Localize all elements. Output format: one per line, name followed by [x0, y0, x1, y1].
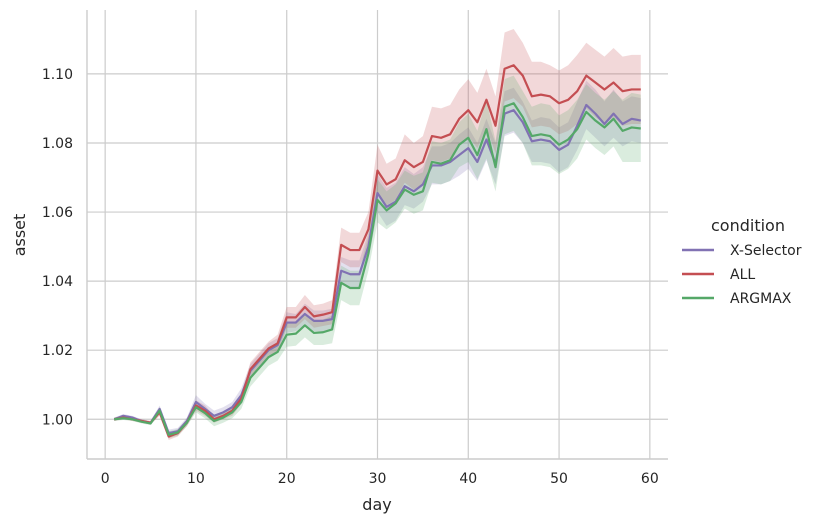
- series-lines: [113, 64, 641, 438]
- y-tick-label: 1.06: [42, 205, 73, 221]
- series-line-all: [114, 64, 641, 438]
- x-tick-label: 10: [187, 471, 205, 487]
- legend-label-all: ALL: [730, 267, 755, 283]
- legend-label-argmax: ARGMAX: [730, 291, 792, 307]
- y-tick-label: 1.08: [42, 136, 73, 152]
- y-tick-label: 1.04: [42, 274, 73, 290]
- tick-labels: 0 10 20 30 40 50 60 1.00 1.02 1.04 1.06 1.08 1.10: [42, 67, 659, 487]
- legend-label-x-selector: X-Selector: [730, 243, 802, 259]
- y-tick-label: 1.00: [42, 412, 73, 428]
- axes-spines: [86, 10, 668, 460]
- y-axis-label: asset: [10, 214, 29, 257]
- grid-lines: [87, 10, 668, 459]
- legend-title: condition: [711, 216, 785, 235]
- ci-band-argmax: [114, 75, 641, 439]
- ci-band-all: [114, 29, 641, 440]
- y-tick-label: 1.02: [42, 343, 73, 359]
- series-line-argmax: [114, 102, 641, 436]
- y-tick-label: 1.10: [42, 67, 73, 83]
- legend: condition X-Selector ALL ARGMAX: [682, 216, 802, 307]
- x-tick-label: 50: [550, 471, 568, 487]
- x-tick-label: 40: [459, 471, 477, 487]
- ci-band-x-selector: [114, 80, 641, 437]
- x-axis-label: day: [362, 495, 391, 514]
- x-tick-label: 30: [369, 471, 387, 487]
- series-line-x-selector: [113, 103, 641, 435]
- x-tick-label: 20: [278, 471, 296, 487]
- confidence-bands: [114, 29, 641, 440]
- x-tick-label: 60: [641, 471, 659, 487]
- x-tick-label: 0: [101, 471, 110, 487]
